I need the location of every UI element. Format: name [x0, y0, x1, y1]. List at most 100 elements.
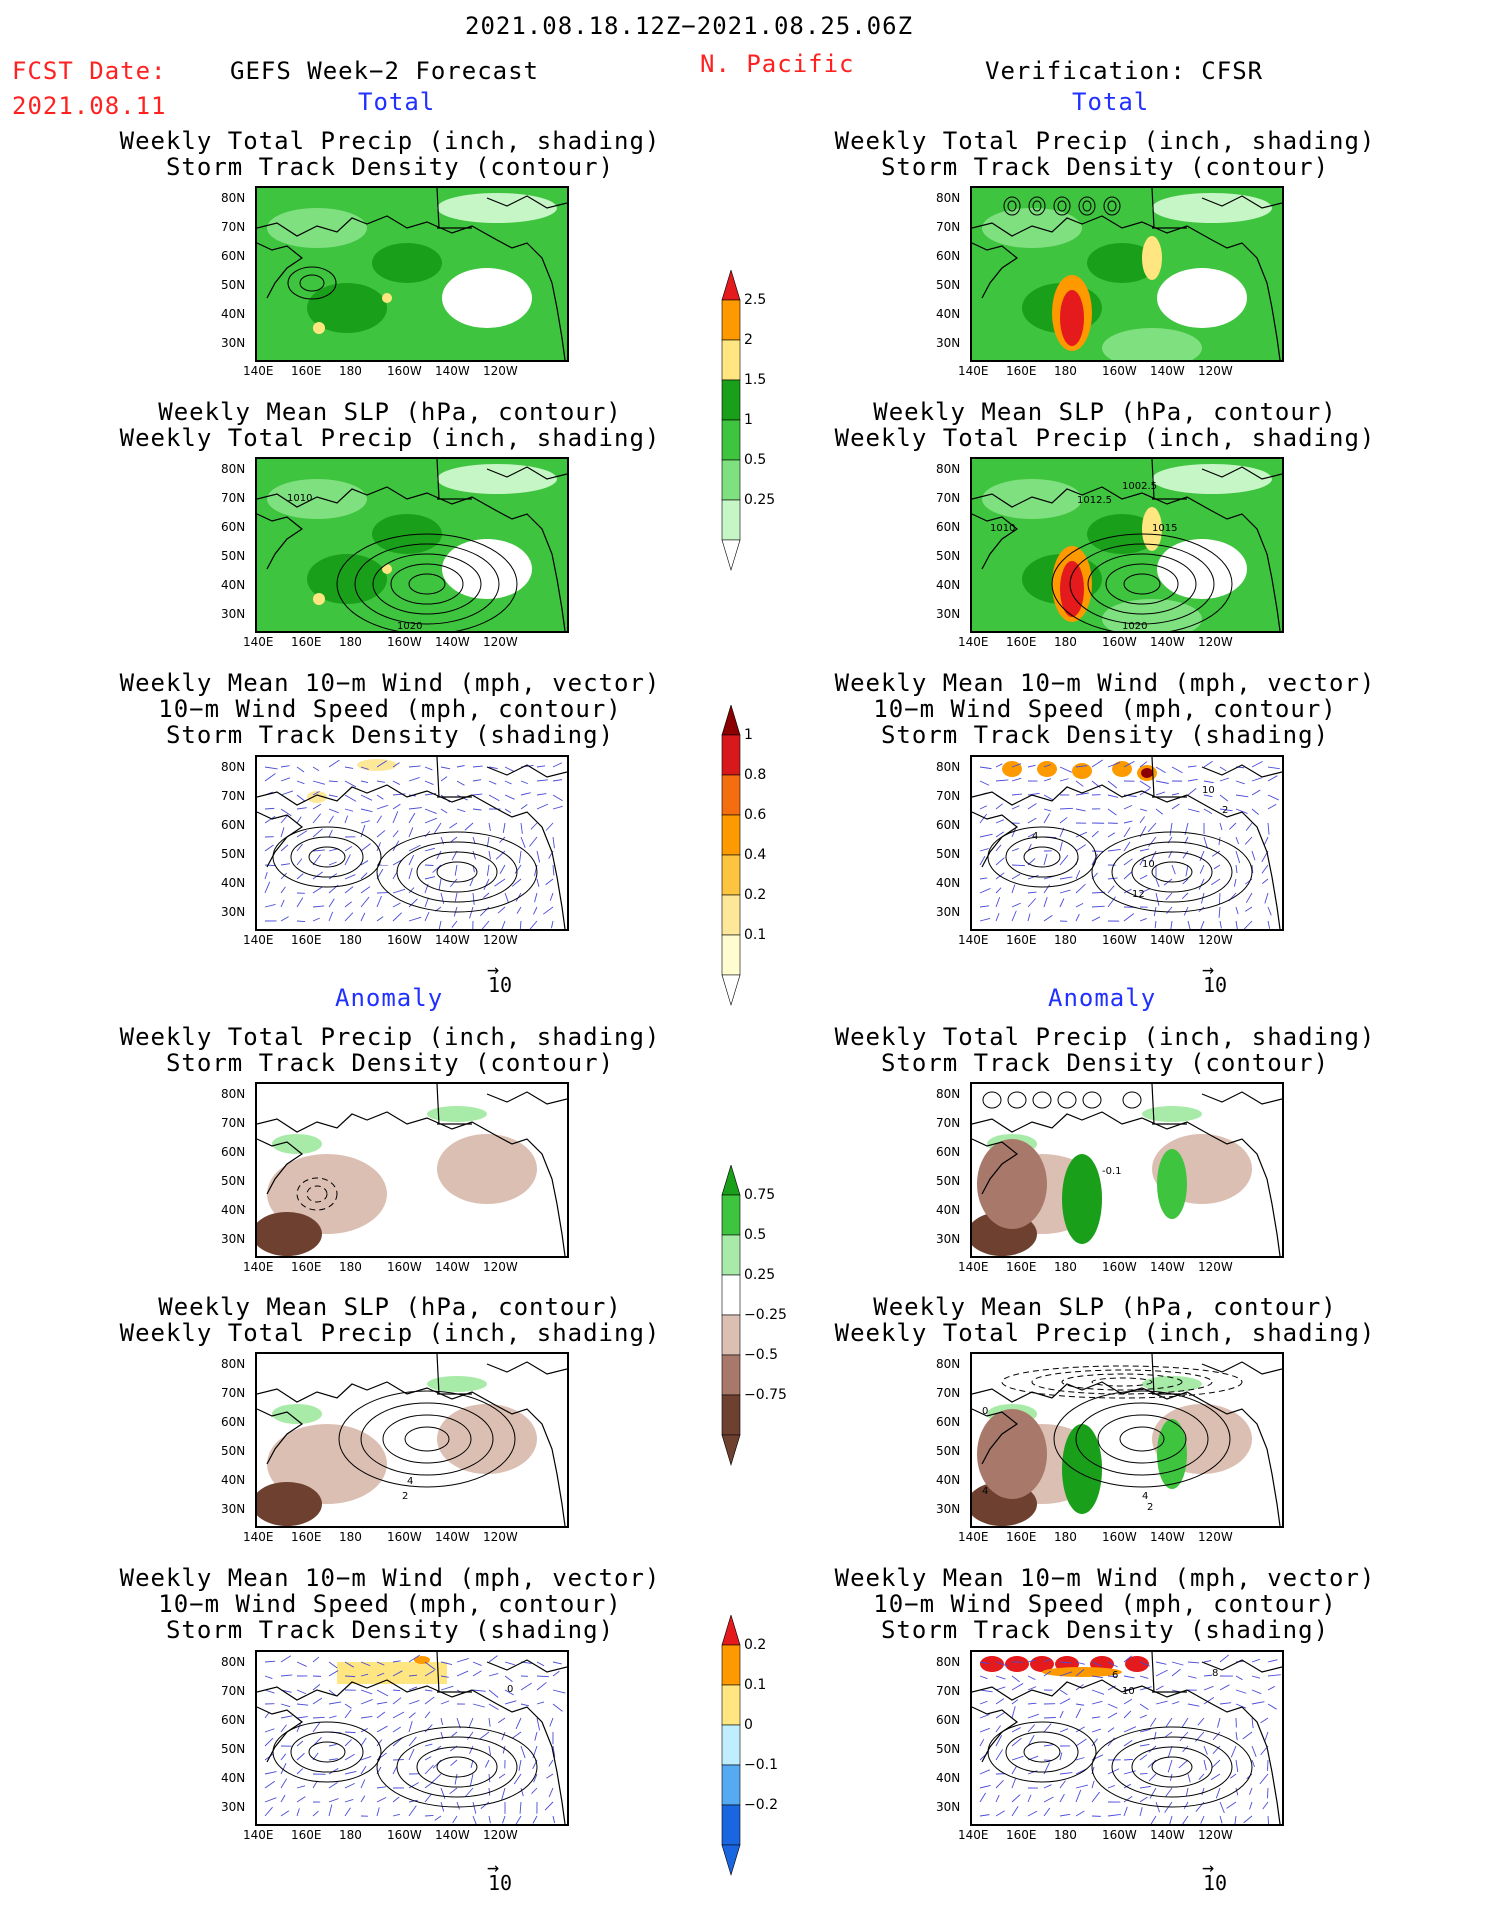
lat-label: 80N [221, 1357, 246, 1371]
lat-label: 40N [221, 1771, 246, 1785]
lon-label: 160W [387, 933, 422, 947]
lon-label: 140E [958, 933, 989, 947]
storm-track-max [1141, 768, 1153, 778]
wind-vectors [979, 1654, 1281, 1824]
forecast-title: GEFS Week−2 Forecast [230, 57, 539, 85]
wind-vectors [979, 759, 1280, 929]
precip-surplus-area [1062, 1424, 1102, 1514]
storm-track-anomaly [1125, 1656, 1149, 1672]
lat-label: 80N [936, 191, 961, 205]
lon-label: 160E [1006, 1260, 1037, 1274]
lat-label: 60N [221, 818, 246, 832]
lon-label: 140W [1150, 933, 1185, 947]
lon-label: 180 [1054, 1828, 1077, 1842]
lat-label: 50N [221, 847, 246, 861]
panel-title: Weekly Mean 10−m Wind (mph, vector) 10−m … [805, 1565, 1405, 1643]
lon-label: 160W [1102, 1530, 1137, 1544]
lon-label: 140E [243, 1828, 274, 1842]
colorbar-segment [721, 1804, 741, 1846]
colorbar-bottom-triangle [721, 1434, 741, 1467]
lon-label: 180 [339, 635, 362, 649]
lon-label: 160W [1102, 1828, 1137, 1842]
lon-label: 160E [291, 1260, 322, 1274]
lon-label: 120W [483, 1530, 518, 1544]
coastline [257, 757, 567, 929]
slp-contour-label: 2 [402, 1491, 408, 1502]
lon-label: 180 [339, 933, 362, 947]
precip-dry-area [1157, 539, 1247, 599]
precip-surplus-area [1157, 1149, 1187, 1219]
colorbar-label: −0.1 [744, 1757, 778, 1773]
fc-slp-total-map: 1010 1020 [255, 457, 569, 633]
lat-label: 30N [936, 607, 961, 621]
coastline [257, 1652, 567, 1824]
precip-light-area [437, 464, 557, 494]
panel-title: Weekly Total Precip (inch, shading) Storm… [90, 128, 690, 180]
colorbar-label: −0.2 [744, 1797, 778, 1813]
wind-speed-contours [376, 1726, 538, 1808]
fc-wind-anomaly-map: 0 [255, 1650, 569, 1826]
colorbar-label: −0.75 [744, 1387, 787, 1403]
coastline [972, 188, 1282, 360]
lon-label: 140E [958, 1530, 989, 1544]
colorbar-top-triangle [721, 1615, 741, 1646]
lon-label: 140E [243, 1260, 274, 1274]
lon-label: 160E [291, 933, 322, 947]
lon-label: 140E [243, 1530, 274, 1544]
panel-title-line: Weekly Total Precip (inch, shading) [119, 1319, 661, 1347]
precip-dry-area [442, 539, 532, 599]
coastline [257, 188, 567, 360]
lon-label: 180 [1054, 933, 1077, 947]
colorbar-segment [721, 339, 741, 381]
lat-label: 70N [221, 789, 246, 803]
lat-label: 40N [221, 876, 246, 890]
lat-label: 80N [936, 462, 961, 476]
precip-heavy-area [1087, 243, 1157, 283]
wind-speed-contours [376, 831, 538, 913]
track-contour-label: -0.1 [1102, 1166, 1122, 1177]
lat-label: 60N [936, 1415, 961, 1429]
lon-label: 140E [243, 364, 274, 378]
lat-label: 70N [221, 1684, 246, 1698]
lon-label: 160E [1006, 1828, 1037, 1842]
panel-title-line: Weekly Mean SLP (hPa, contour) [158, 398, 622, 426]
lat-label: 60N [221, 1713, 246, 1727]
lon-label: 140W [435, 1260, 470, 1274]
precip-max-area [1142, 236, 1162, 280]
storm-track-anomaly-contours [982, 1091, 1142, 1109]
lon-label: 160W [1102, 635, 1137, 649]
lat-label: 30N [221, 607, 246, 621]
lon-label: 140W [435, 364, 470, 378]
lon-label: 160W [1102, 933, 1137, 947]
colorbar-label: 0 [744, 1717, 753, 1733]
lon-label: 160E [1006, 364, 1037, 378]
lat-label: 80N [221, 191, 246, 205]
vf-track-anomaly-map: -0.1 [970, 1082, 1284, 1258]
lon-label: 180 [339, 364, 362, 378]
lon-label: 140W [1150, 1260, 1185, 1274]
colorbar-segment [721, 774, 741, 816]
lon-label: 140W [435, 1828, 470, 1842]
lat-label: 50N [221, 1174, 246, 1188]
precip-max-area [382, 293, 392, 303]
vector-reference-arrow: → [487, 957, 500, 981]
lat-label: 60N [221, 249, 246, 263]
slp-contours [1051, 533, 1233, 631]
section-total-left: Total [358, 88, 436, 116]
lat-label: 60N [221, 1145, 246, 1159]
lat-label: 80N [221, 1087, 246, 1101]
colorbar-segment [721, 1684, 741, 1726]
lat-label: 70N [936, 1116, 961, 1130]
colorbar-label: 2.5 [744, 292, 767, 308]
slp-contour-label: 1010 [990, 523, 1015, 534]
lon-label: 140W [1150, 364, 1185, 378]
precip-surplus-area [427, 1106, 487, 1122]
lat-label: 80N [936, 1655, 961, 1669]
lat-label: 70N [221, 1116, 246, 1130]
colorbar-label: 0.2 [744, 1637, 767, 1653]
lon-label: 120W [483, 364, 518, 378]
lon-label: 180 [1054, 1530, 1077, 1544]
vector-reference-label: 10 [488, 973, 513, 997]
colorbar-segment [721, 1354, 741, 1396]
panel-title-line: Storm Track Density (shading) [880, 721, 1330, 749]
